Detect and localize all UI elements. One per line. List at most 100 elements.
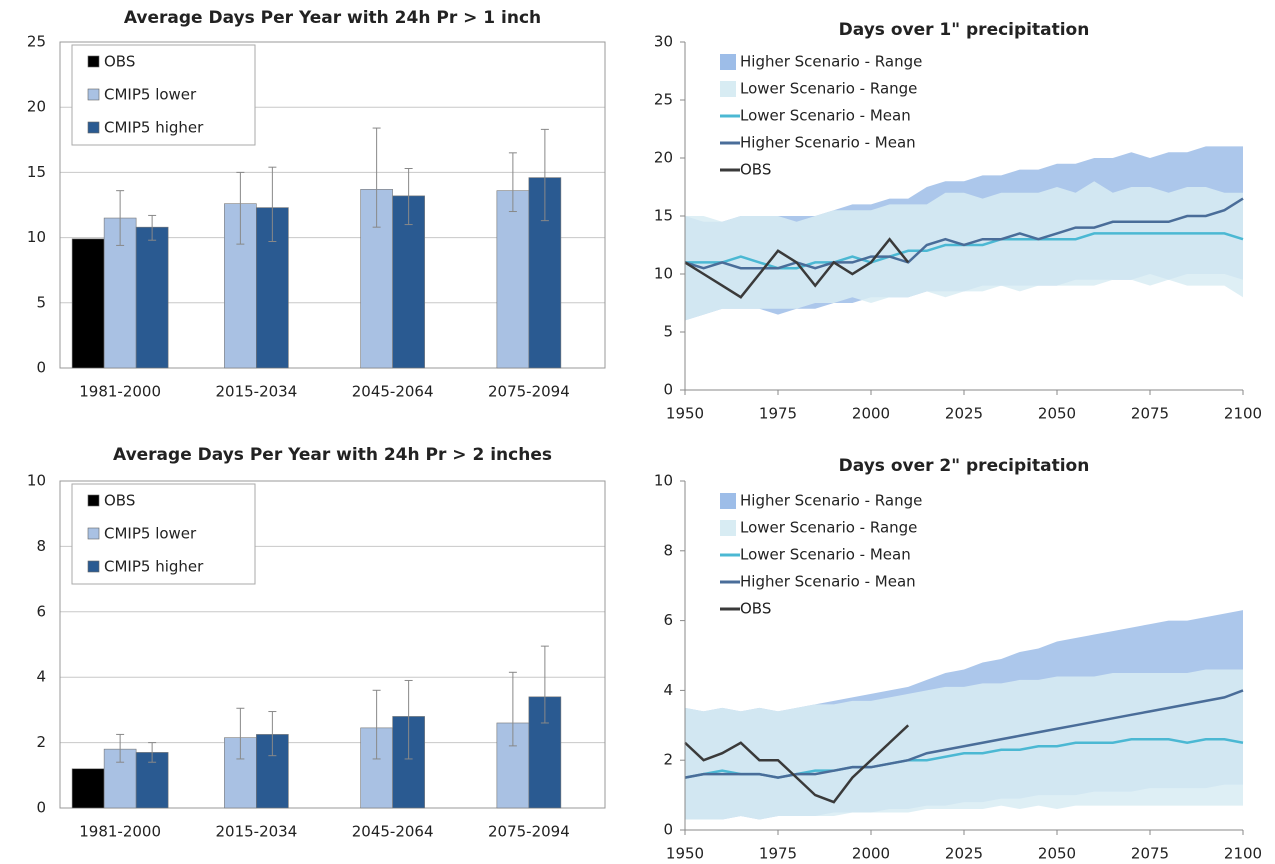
legend-label: Lower Scenario - Range — [740, 519, 917, 537]
y-tick-label: 0 — [663, 381, 673, 399]
line — [684, 689, 1244, 779]
legend-label: OBS — [740, 161, 771, 179]
legend-label: OBS — [740, 600, 771, 618]
chart-title: Days over 2" precipitation — [839, 456, 1090, 476]
error-bar — [148, 214, 157, 241]
x-tick-label: 2075-2094 — [488, 823, 570, 841]
legend-swatch — [87, 527, 100, 540]
x-tick-label: 1981-2000 — [79, 383, 161, 401]
y-tick-label: 20 — [27, 98, 46, 116]
x-tick-label: 2075 — [1131, 405, 1169, 423]
bar — [135, 226, 169, 369]
error-bar — [372, 127, 381, 228]
x-tick-label: 2025 — [945, 405, 983, 423]
legend-swatch — [87, 560, 100, 573]
x-tick-label: 2100 — [1224, 405, 1262, 423]
legend-label: Lower Scenario - Range — [740, 80, 917, 98]
plot-frame — [59, 41, 606, 369]
y-tick-label: 10 — [27, 228, 46, 246]
y-tick-label: 15 — [27, 163, 46, 181]
x-tick-label: 2045-2064 — [352, 823, 434, 841]
legend-swatch — [720, 54, 736, 70]
y-tick-label: 0 — [36, 799, 46, 817]
x-tick-label: 2015-2034 — [215, 823, 297, 841]
bar — [71, 768, 105, 809]
x-tick-label: 1950 — [666, 405, 704, 423]
error-bar — [236, 171, 245, 245]
legend-label: OBS — [104, 53, 135, 71]
y-tick-label: 15 — [654, 207, 673, 225]
plot-frame — [59, 480, 606, 809]
error-bar — [116, 190, 125, 246]
x-tick-label: 2050 — [1038, 845, 1076, 863]
y-tick-label: 10 — [654, 265, 673, 283]
bar — [71, 238, 105, 369]
error-bar — [268, 711, 277, 757]
y-tick-label: 10 — [654, 472, 673, 490]
error-bar — [148, 742, 157, 763]
error-bar — [508, 671, 517, 747]
error-bar — [404, 167, 413, 226]
y-tick-label: 8 — [36, 537, 46, 555]
error-bar — [236, 707, 245, 760]
legend-label: OBS — [104, 492, 135, 510]
legend-label: CMIP5 higher — [104, 558, 204, 576]
range-area — [685, 669, 1243, 820]
x-tick-label: 1950 — [666, 845, 704, 863]
x-tick-label: 1981-2000 — [79, 823, 161, 841]
error-bar — [540, 128, 549, 222]
x-tick-label: 1975 — [759, 845, 797, 863]
y-tick-label: 2 — [36, 733, 46, 751]
legend-label: CMIP5 higher — [104, 119, 204, 137]
chart-title: Average Days Per Year with 24h Pr > 1 in… — [124, 8, 541, 28]
y-tick-label: 4 — [663, 681, 673, 699]
y-tick-label: 25 — [654, 91, 673, 109]
x-tick-label: 2015-2034 — [215, 383, 297, 401]
y-tick-label: 0 — [663, 821, 673, 839]
legend-swatch — [720, 81, 736, 97]
y-tick-label: 4 — [36, 668, 46, 686]
x-tick-label: 2025 — [945, 845, 983, 863]
legend-label: Lower Scenario - Mean — [740, 546, 911, 564]
line — [684, 237, 910, 299]
x-tick-label: 1975 — [759, 405, 797, 423]
y-tick-label: 5 — [36, 293, 46, 311]
y-tick-label: 30 — [654, 33, 673, 51]
y-tick-label: 20 — [654, 149, 673, 167]
line — [684, 197, 1244, 270]
legend-box — [71, 483, 256, 585]
x-tick-label: 2045-2064 — [352, 383, 434, 401]
y-tick-label: 10 — [27, 472, 46, 490]
legend-label: CMIP5 lower — [104, 86, 197, 104]
legend-swatch — [87, 121, 100, 134]
error-bar — [404, 679, 413, 760]
x-tick-label: 2075-2094 — [488, 383, 570, 401]
legend-swatch — [87, 494, 100, 507]
x-tick-label: 2000 — [852, 405, 890, 423]
error-bar — [372, 689, 381, 760]
legend-label: Higher Scenario - Range — [740, 53, 922, 71]
error-bar — [540, 645, 549, 724]
legend-swatch — [720, 520, 736, 536]
chart-title: Days over 1" precipitation — [839, 20, 1090, 40]
y-tick-label: 5 — [663, 323, 673, 341]
x-tick-label: 2000 — [852, 845, 890, 863]
range-area — [685, 181, 1243, 321]
error-bar — [508, 152, 517, 213]
chart-title: Average Days Per Year with 24h Pr > 2 in… — [113, 445, 552, 465]
legend-label: CMIP5 lower — [104, 525, 197, 543]
legend-swatch — [720, 493, 736, 509]
y-tick-label: 6 — [663, 611, 673, 629]
legend-label: Higher Scenario - Range — [740, 492, 922, 510]
y-tick-label: 25 — [27, 33, 46, 51]
y-tick-label: 8 — [663, 541, 673, 559]
x-tick-label: 2075 — [1131, 845, 1169, 863]
y-tick-label: 2 — [663, 751, 673, 769]
error-bar — [268, 166, 277, 243]
legend-label: Higher Scenario - Mean — [740, 573, 916, 591]
x-tick-label: 2100 — [1224, 845, 1262, 863]
x-tick-label: 2050 — [1038, 405, 1076, 423]
bar — [496, 190, 530, 369]
y-tick-label: 0 — [36, 359, 46, 377]
